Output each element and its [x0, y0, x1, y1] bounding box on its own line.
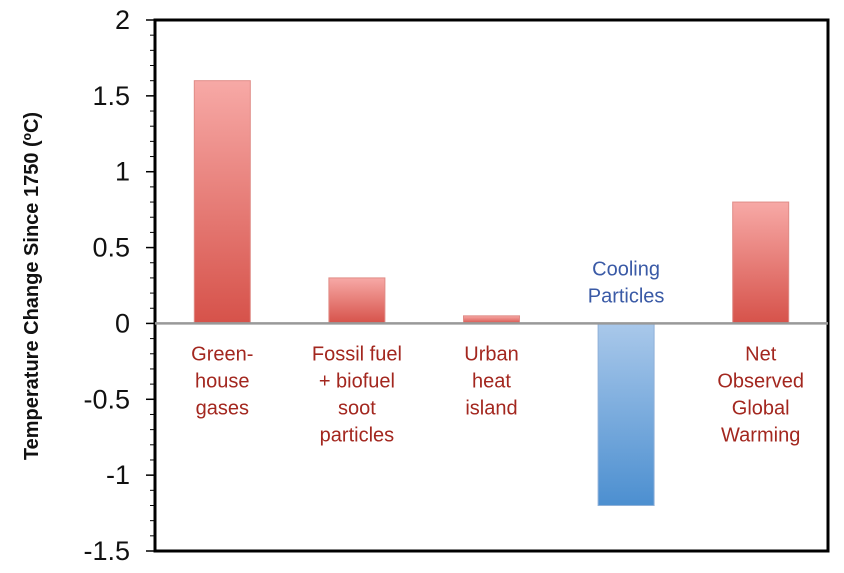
bar	[732, 201, 790, 324]
category-label: Observed	[717, 370, 804, 392]
category-label: Global	[732, 397, 790, 419]
category-label: house	[195, 370, 250, 392]
y-tick-label: 0.5	[92, 233, 130, 263]
category-label: Particles	[588, 285, 665, 307]
category-label: Fossil fuel	[312, 343, 402, 365]
category-label: heat	[472, 370, 511, 392]
category-label: particles	[320, 424, 394, 446]
y-tick-label: 0	[115, 308, 130, 338]
y-axis-label: Temperature Change Since 1750 (ºC)	[21, 112, 43, 460]
category-label: soot	[338, 397, 376, 419]
category-label: + biofuel	[319, 370, 395, 392]
y-tick-label: 1	[115, 157, 130, 187]
category-label: Net	[745, 343, 777, 365]
category-label: Cooling	[592, 258, 660, 280]
category-label: island	[465, 397, 517, 419]
category-label: Urban	[464, 343, 518, 365]
y-tick-label: 1.5	[92, 81, 130, 111]
category-label: gases	[196, 397, 249, 419]
bar	[193, 80, 251, 324]
category-label: Green-	[191, 343, 253, 365]
y-tick-label: -1.5	[83, 536, 130, 566]
category-label: Warming	[721, 424, 800, 446]
bar	[328, 277, 386, 324]
y-tick-label: -1	[106, 460, 130, 490]
plot-frame	[153, 18, 830, 553]
bar	[597, 322, 655, 506]
y-tick-label: 2	[115, 5, 130, 35]
y-tick-label: -0.5	[83, 384, 130, 414]
